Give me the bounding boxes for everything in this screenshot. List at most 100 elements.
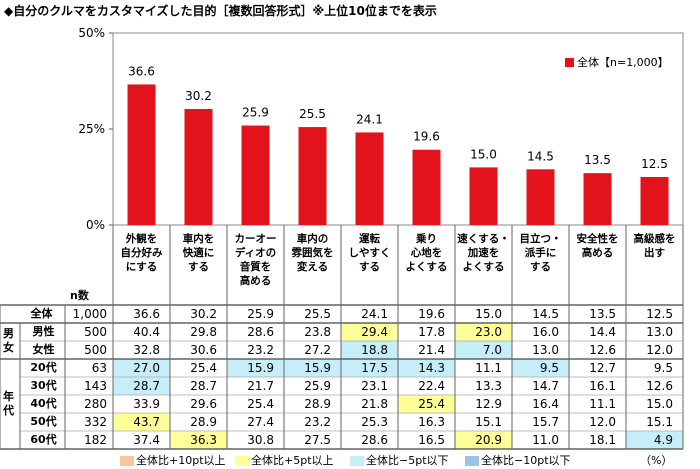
table-value: 25.4 — [418, 397, 445, 411]
table-value: 15.9 — [304, 361, 331, 375]
table-value: 28.6 — [247, 325, 274, 339]
group-label: 男女 — [3, 327, 14, 354]
category-label: 車内の 雰囲気を 変える — [291, 233, 334, 273]
category-label: 運転 しやすく する — [348, 233, 391, 273]
category-label: カーオー ディオの 音質を 高める — [234, 233, 277, 287]
table-value: 18.1 — [589, 433, 616, 447]
table-value: 12.6 — [589, 343, 616, 357]
table-value: 12.5 — [646, 307, 673, 321]
table-value: 12.0 — [646, 343, 673, 357]
value-label: 12.5 — [641, 157, 668, 171]
row-label: 全体 — [30, 307, 53, 320]
bar — [526, 169, 555, 225]
table-value: 33.9 — [133, 397, 160, 411]
highlight-cell — [341, 359, 398, 377]
table-value: 12.0 — [589, 415, 616, 429]
table-value: 15.7 — [532, 415, 559, 429]
y-tick-label: 50% — [78, 26, 105, 40]
table-value: 21.7 — [247, 379, 274, 393]
table-value: 11.0 — [532, 433, 559, 447]
table-value: 28.9 — [304, 397, 331, 411]
table-value: 13.3 — [475, 379, 502, 393]
bar — [640, 177, 669, 225]
row-label: 女性 — [32, 343, 55, 356]
table-value: 40.4 — [133, 325, 160, 339]
row-n: 280 — [84, 397, 107, 411]
table-value: 9.5 — [539, 361, 559, 375]
table-value: 13.0 — [532, 343, 559, 357]
category-label: 安全性を 高める — [576, 233, 619, 259]
table-value: 36.3 — [190, 433, 217, 447]
table-value: 29.8 — [190, 325, 217, 339]
table-value: 27.5 — [304, 433, 331, 447]
y-tick-label: 25% — [78, 122, 105, 136]
table-value: 16.3 — [418, 415, 445, 429]
row-label: 50代 — [30, 415, 57, 428]
highlight-cell — [113, 413, 170, 431]
table-value: 29.4 — [361, 325, 388, 339]
table-value: 25.3 — [361, 415, 388, 429]
value-label: 19.6 — [413, 130, 440, 144]
table-value: 14.7 — [532, 379, 559, 393]
table-value: 15.1 — [475, 415, 502, 429]
table-value: 25.9 — [247, 307, 274, 321]
row-n: 182 — [84, 433, 107, 447]
table-value: 29.6 — [190, 397, 217, 411]
group-label: 年代 — [3, 390, 14, 417]
table-value: 23.0 — [475, 325, 502, 339]
category-label: 高級感を 出す — [633, 233, 676, 259]
table-value: 9.5 — [653, 361, 673, 375]
table-value: 12.9 — [475, 397, 502, 411]
row-n: 1,000 — [72, 307, 107, 321]
value-label: 13.5 — [584, 153, 611, 167]
table-value: 28.9 — [190, 415, 217, 429]
legend-swatch — [565, 58, 574, 67]
n-header: n数 — [70, 289, 89, 302]
bar — [184, 109, 213, 225]
table-value: 15.0 — [646, 397, 673, 411]
table-value: 19.6 — [418, 307, 445, 321]
table-value: 17.8 — [418, 325, 445, 339]
row-label: 60代 — [30, 433, 57, 446]
highlight-label: 全体比+10pt以上 — [136, 454, 226, 467]
table-value: 18.8 — [361, 343, 388, 357]
highlight-swatch — [120, 456, 134, 466]
bar — [241, 125, 270, 225]
value-label: 30.2 — [185, 89, 212, 103]
table-value: 11.1 — [475, 361, 502, 375]
category-label: 速くする・ 加速を よくする — [457, 233, 510, 273]
table-value: 27.4 — [247, 415, 274, 429]
table-value: 20.9 — [475, 433, 502, 447]
bar — [469, 167, 498, 225]
value-label: 24.1 — [356, 112, 383, 126]
highlight-label: 全体比−5pt以下 — [366, 454, 449, 467]
table-value: 28.6 — [361, 433, 388, 447]
table-value: 28.7 — [133, 379, 160, 393]
highlight-cell — [227, 359, 284, 377]
table-value: 16.1 — [589, 379, 616, 393]
table-value: 4.9 — [653, 433, 673, 447]
highlight-cell — [113, 377, 170, 395]
table-value: 25.4 — [247, 397, 274, 411]
highlight-cell — [341, 323, 398, 341]
highlight-label: 全体比−10pt以下 — [481, 454, 571, 467]
row-n: 500 — [84, 325, 107, 339]
table-value: 30.6 — [190, 343, 217, 357]
unit: （%） — [640, 454, 673, 467]
highlight-cell — [170, 431, 227, 449]
highlight-cell — [284, 359, 341, 377]
table-value: 16.5 — [418, 433, 445, 447]
highlight-cell — [398, 359, 455, 377]
highlight-cell — [626, 431, 683, 449]
table-value: 12.7 — [589, 361, 616, 375]
table-value: 23.2 — [304, 415, 331, 429]
highlight-cell — [512, 359, 569, 377]
table-value: 28.7 — [190, 379, 217, 393]
value-label: 25.9 — [242, 106, 269, 120]
table-value: 24.1 — [361, 307, 388, 321]
highlight-cell — [455, 431, 512, 449]
table-value: 21.8 — [361, 397, 388, 411]
row-n: 63 — [91, 361, 107, 375]
value-label: 36.6 — [128, 64, 155, 78]
